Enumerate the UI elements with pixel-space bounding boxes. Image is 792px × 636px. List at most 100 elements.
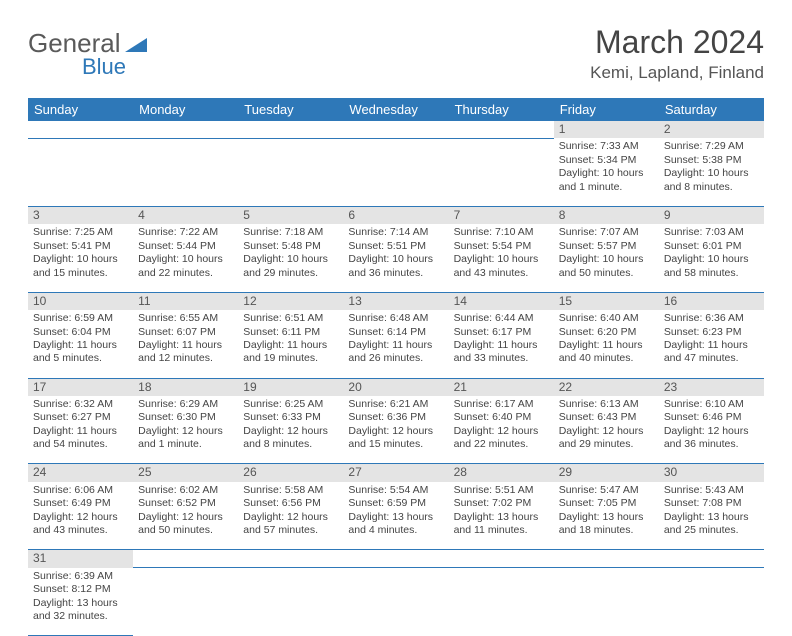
day-number-cell bbox=[554, 550, 659, 568]
weekday-header: Thursday bbox=[449, 98, 554, 121]
day-cell-line: Sunset: 6:33 PM bbox=[243, 411, 338, 424]
day-cell-line: Daylight: 10 hours bbox=[664, 167, 759, 180]
day-cell-line: Sunrise: 7:29 AM bbox=[664, 140, 759, 153]
day-number-cell: 15 bbox=[554, 292, 659, 310]
day-cell: Sunrise: 5:58 AMSunset: 6:56 PMDaylight:… bbox=[238, 482, 343, 550]
day-cell-line: Sunrise: 7:22 AM bbox=[138, 226, 233, 239]
day-cell-line: Sunrise: 6:39 AM bbox=[33, 570, 128, 583]
day-cell-line: and 43 minutes. bbox=[33, 524, 128, 537]
day-cell-line: Sunset: 5:38 PM bbox=[664, 154, 759, 167]
day-cell-line: Daylight: 11 hours bbox=[33, 425, 128, 438]
day-cell: Sunrise: 7:33 AMSunset: 5:34 PMDaylight:… bbox=[554, 138, 659, 206]
day-number-cell bbox=[449, 121, 554, 138]
day-cell: Sunrise: 7:10 AMSunset: 5:54 PMDaylight:… bbox=[449, 224, 554, 292]
day-cell-line: Daylight: 10 hours bbox=[454, 253, 549, 266]
day-cell-line: Sunset: 5:54 PM bbox=[454, 240, 549, 253]
day-number-cell: 11 bbox=[133, 292, 238, 310]
day-cell-line: Daylight: 12 hours bbox=[559, 425, 654, 438]
day-number-cell bbox=[28, 121, 133, 138]
day-number-cell: 8 bbox=[554, 206, 659, 224]
day-number-cell: 9 bbox=[659, 206, 764, 224]
day-cell: Sunrise: 6:32 AMSunset: 6:27 PMDaylight:… bbox=[28, 396, 133, 464]
day-cell-line: Sunset: 6:46 PM bbox=[664, 411, 759, 424]
day-cell-line: and 50 minutes. bbox=[559, 267, 654, 280]
day-cell-line: Daylight: 10 hours bbox=[243, 253, 338, 266]
day-cell bbox=[133, 138, 238, 206]
day-number-cell: 24 bbox=[28, 464, 133, 482]
day-cell-line: and 54 minutes. bbox=[33, 438, 128, 451]
day-cell: Sunrise: 6:51 AMSunset: 6:11 PMDaylight:… bbox=[238, 310, 343, 378]
day-cell-line: Sunset: 6:52 PM bbox=[138, 497, 233, 510]
day-cell-line: Daylight: 13 hours bbox=[33, 597, 128, 610]
weekday-header: Wednesday bbox=[343, 98, 448, 121]
day-number-cell: 29 bbox=[554, 464, 659, 482]
day-cell bbox=[343, 568, 448, 636]
day-cell: Sunrise: 7:07 AMSunset: 5:57 PMDaylight:… bbox=[554, 224, 659, 292]
day-cell-line: Sunset: 6:20 PM bbox=[559, 326, 654, 339]
day-cell-line: and 15 minutes. bbox=[33, 267, 128, 280]
day-cell bbox=[28, 138, 133, 206]
day-cell-line: Daylight: 12 hours bbox=[664, 425, 759, 438]
day-cell-line: Sunrise: 6:02 AM bbox=[138, 484, 233, 497]
day-cell-line: and 1 minute. bbox=[559, 181, 654, 194]
day-cell: Sunrise: 6:10 AMSunset: 6:46 PMDaylight:… bbox=[659, 396, 764, 464]
day-cell-line: Daylight: 11 hours bbox=[348, 339, 443, 352]
day-cell-line: Daylight: 12 hours bbox=[243, 511, 338, 524]
day-cell-line: Sunset: 6:11 PM bbox=[243, 326, 338, 339]
day-number-cell: 25 bbox=[133, 464, 238, 482]
day-content-row: Sunrise: 6:06 AMSunset: 6:49 PMDaylight:… bbox=[28, 482, 764, 550]
day-cell-line: Daylight: 11 hours bbox=[33, 339, 128, 352]
day-cell: Sunrise: 6:39 AMSunset: 8:12 PMDaylight:… bbox=[28, 568, 133, 636]
day-cell-line: Sunrise: 7:14 AM bbox=[348, 226, 443, 239]
day-cell-line: Sunset: 6:49 PM bbox=[33, 497, 128, 510]
day-cell-line: Sunrise: 6:21 AM bbox=[348, 398, 443, 411]
day-cell-line: and 1 minute. bbox=[138, 438, 233, 451]
day-number-cell bbox=[238, 121, 343, 138]
day-cell: Sunrise: 7:29 AMSunset: 5:38 PMDaylight:… bbox=[659, 138, 764, 206]
calendar-table: Sunday Monday Tuesday Wednesday Thursday… bbox=[28, 98, 764, 636]
day-cell: Sunrise: 7:22 AMSunset: 5:44 PMDaylight:… bbox=[133, 224, 238, 292]
logo-triangle-icon bbox=[125, 28, 147, 59]
weekday-header: Monday bbox=[133, 98, 238, 121]
day-cell-line: Daylight: 11 hours bbox=[454, 339, 549, 352]
day-cell-line: and 8 minutes. bbox=[664, 181, 759, 194]
day-number-cell: 12 bbox=[238, 292, 343, 310]
day-number-cell: 18 bbox=[133, 378, 238, 396]
day-cell-line: and 58 minutes. bbox=[664, 267, 759, 280]
day-number-cell: 7 bbox=[449, 206, 554, 224]
day-number-cell: 28 bbox=[449, 464, 554, 482]
weekday-header: Friday bbox=[554, 98, 659, 121]
day-cell-line: Sunrise: 7:33 AM bbox=[559, 140, 654, 153]
day-cell: Sunrise: 5:54 AMSunset: 6:59 PMDaylight:… bbox=[343, 482, 448, 550]
day-cell: Sunrise: 6:59 AMSunset: 6:04 PMDaylight:… bbox=[28, 310, 133, 378]
day-cell-line: Sunrise: 6:48 AM bbox=[348, 312, 443, 325]
day-cell bbox=[659, 568, 764, 636]
day-cell-line: Sunset: 6:59 PM bbox=[348, 497, 443, 510]
day-cell bbox=[238, 568, 343, 636]
day-cell: Sunrise: 6:06 AMSunset: 6:49 PMDaylight:… bbox=[28, 482, 133, 550]
day-cell-line: Daylight: 12 hours bbox=[138, 425, 233, 438]
day-number-cell: 31 bbox=[28, 550, 133, 568]
day-content-row: Sunrise: 6:32 AMSunset: 6:27 PMDaylight:… bbox=[28, 396, 764, 464]
day-cell-line: and 36 minutes. bbox=[348, 267, 443, 280]
day-cell-line: Daylight: 12 hours bbox=[138, 511, 233, 524]
day-number-cell: 1 bbox=[554, 121, 659, 138]
day-cell-line: and 18 minutes. bbox=[559, 524, 654, 537]
day-number-cell: 30 bbox=[659, 464, 764, 482]
day-cell-line: and 29 minutes. bbox=[243, 267, 338, 280]
day-cell-line: Sunset: 7:02 PM bbox=[454, 497, 549, 510]
day-cell-line: Daylight: 11 hours bbox=[664, 339, 759, 352]
day-cell: Sunrise: 7:03 AMSunset: 6:01 PMDaylight:… bbox=[659, 224, 764, 292]
day-number-cell bbox=[343, 550, 448, 568]
day-cell-line: Sunset: 6:17 PM bbox=[454, 326, 549, 339]
day-cell: Sunrise: 5:51 AMSunset: 7:02 PMDaylight:… bbox=[449, 482, 554, 550]
day-cell-line: Sunrise: 7:10 AM bbox=[454, 226, 549, 239]
day-cell-line: and 12 minutes. bbox=[138, 352, 233, 365]
day-number-cell: 22 bbox=[554, 378, 659, 396]
weekday-header: Sunday bbox=[28, 98, 133, 121]
day-cell-line: Sunrise: 5:43 AM bbox=[664, 484, 759, 497]
day-cell-line: and 5 minutes. bbox=[33, 352, 128, 365]
day-cell bbox=[133, 568, 238, 636]
day-cell-line: and 40 minutes. bbox=[559, 352, 654, 365]
day-cell-line: Sunset: 5:51 PM bbox=[348, 240, 443, 253]
